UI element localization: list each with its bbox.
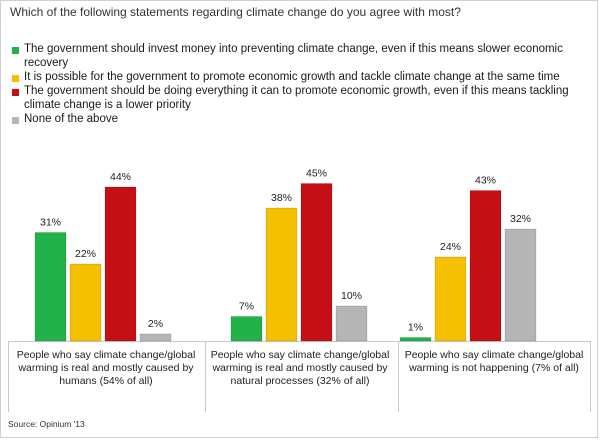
bar — [399, 337, 432, 342]
category-label: natural processes (32% of all) — [231, 375, 370, 387]
legend-label: The government should be doing everythin… — [24, 85, 569, 111]
data-label: 44% — [110, 171, 131, 183]
category-label: People who say climate change/global — [211, 349, 390, 361]
legend-item-both: It is possible for the government to pro… — [12, 70, 592, 84]
bar — [230, 316, 263, 342]
category-label: warming is not happening (7% of all) — [408, 362, 579, 374]
legend-swatch-yellow — [12, 75, 19, 82]
legend-swatch-red — [12, 89, 19, 96]
category-label: People who say climate change/global — [405, 349, 584, 361]
legend: The government should invest money into … — [12, 42, 592, 126]
legend-label: The government should invest money into … — [24, 43, 563, 69]
data-label: 31% — [40, 217, 61, 229]
category-label: People who say climate change/global — [17, 349, 196, 361]
data-label: 7% — [239, 301, 254, 313]
legend-swatch-green — [12, 47, 19, 54]
bar — [139, 333, 172, 342]
bar — [434, 256, 467, 342]
data-label: 10% — [341, 290, 362, 302]
data-label: 45% — [306, 168, 327, 180]
data-label: 32% — [510, 213, 531, 225]
bar — [265, 207, 298, 342]
source-note: Source: Opinium '13 — [8, 419, 85, 429]
bar — [69, 263, 102, 342]
bar — [504, 228, 537, 342]
bar — [300, 183, 333, 342]
data-label: 43% — [475, 175, 496, 187]
bar — [34, 232, 67, 342]
legend-item-invest: The government should invest money into … — [12, 42, 592, 70]
category-label: humans (54% of all) — [59, 375, 152, 387]
legend-swatch-grey — [12, 117, 19, 124]
data-label: 1% — [408, 322, 423, 334]
bar — [335, 305, 368, 342]
category-label: warming is real and mostly caused by — [211, 362, 388, 374]
chart-title: Which of the following statements regard… — [10, 5, 461, 19]
bar — [469, 190, 502, 342]
legend-label: It is possible for the government to pro… — [24, 71, 560, 83]
legend-item-none: None of the above — [12, 112, 592, 126]
category-label: warming is real and mostly caused by — [17, 362, 194, 374]
data-label: 2% — [148, 318, 163, 330]
data-label: 38% — [271, 192, 292, 204]
legend-item-growth: The government should be doing everythin… — [12, 84, 592, 112]
data-label: 24% — [440, 241, 461, 253]
data-label: 22% — [75, 248, 96, 260]
bar — [104, 186, 137, 342]
legend-label: None of the above — [24, 113, 118, 125]
